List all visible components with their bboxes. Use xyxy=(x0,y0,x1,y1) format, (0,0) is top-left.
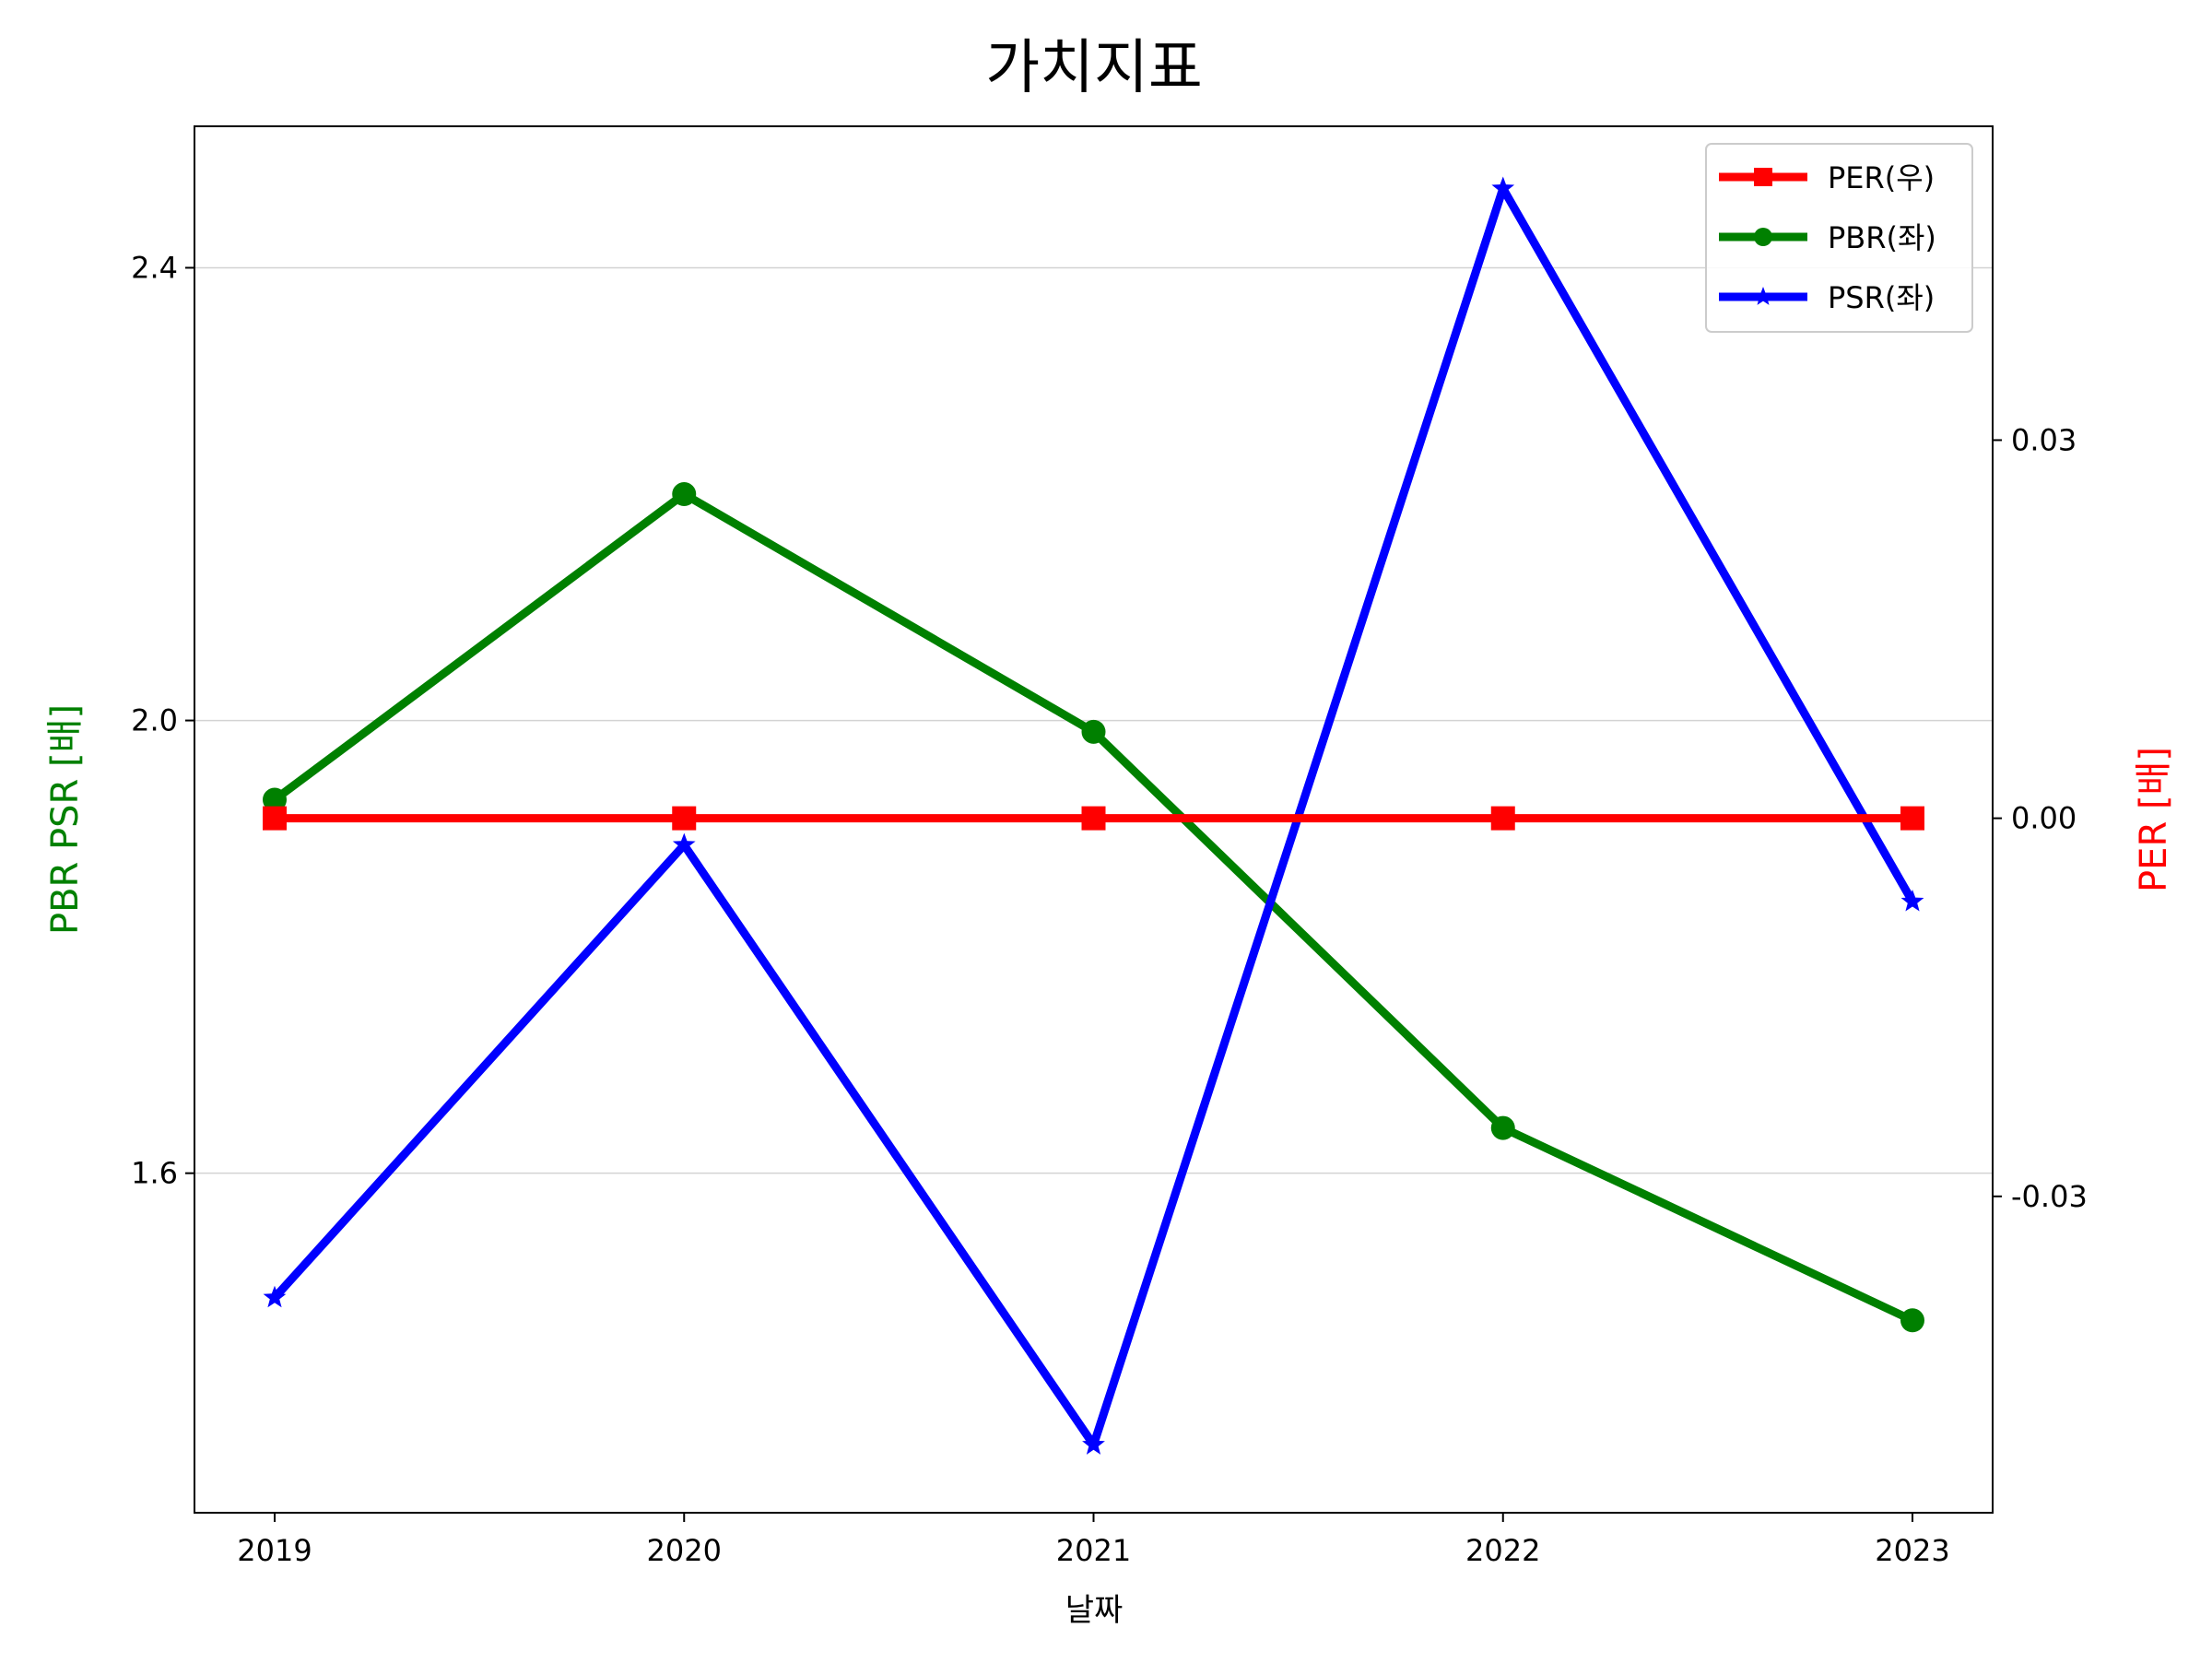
left-tick-label: 2.4 xyxy=(131,250,178,285)
right-tick-label: -0.03 xyxy=(2011,1179,2088,1214)
data-point-pbr xyxy=(1490,1115,1515,1140)
x-tick-label: 2020 xyxy=(647,1533,722,1568)
legend-marker-psr xyxy=(1753,287,1773,305)
legend-marker-pbr xyxy=(1754,228,1772,246)
x-tick-label: 2023 xyxy=(1875,1533,1949,1568)
y-axis-right-label: PER [배] xyxy=(2133,747,2175,892)
right-tick-label: 0.00 xyxy=(2011,801,2077,836)
data-point-per xyxy=(263,806,287,831)
x-axis-label: 날짜 xyxy=(1065,1592,1124,1629)
series-psr xyxy=(263,176,1924,1455)
data-point-psr xyxy=(672,832,696,855)
legend-label-psr: PSR(좌) xyxy=(1828,280,1935,315)
data-point-pbr xyxy=(263,787,287,812)
data-point-pbr xyxy=(672,482,697,507)
series-layer xyxy=(263,176,1924,1455)
x-tick-label: 2022 xyxy=(1465,1533,1540,1568)
data-point-per xyxy=(1490,806,1515,831)
x-axis-ticks: 2019 2020 2021 2022 2023 xyxy=(237,1513,1950,1568)
x-tick-label: 2019 xyxy=(237,1533,312,1568)
x-tick-label: 2021 xyxy=(1056,1533,1131,1568)
data-point-pbr xyxy=(1900,1308,1924,1333)
y-axis-left-label: PBR PSR [배] xyxy=(44,704,87,935)
legend-label-pbr: PBR(좌) xyxy=(1828,220,1936,255)
legend-marker-per xyxy=(1754,168,1772,186)
left-tick-label: 1.6 xyxy=(131,1156,178,1191)
legend: PER(우) PBR(좌) PSR(좌) xyxy=(1705,143,1973,333)
data-point-psr xyxy=(263,1285,287,1308)
data-point-per xyxy=(1081,806,1106,831)
right-tick-label: 0.03 xyxy=(2011,422,2077,457)
right-axis-ticks: -0.03 0.00 0.03 xyxy=(1993,422,2088,1214)
left-tick-label: 2.0 xyxy=(131,703,178,738)
chart-title: 가치지표 xyxy=(985,34,1203,102)
data-point-per xyxy=(672,806,697,831)
data-point-psr xyxy=(1900,890,1924,912)
series-pbr xyxy=(263,482,1924,1333)
legend-box xyxy=(1705,143,1973,333)
data-point-psr xyxy=(1082,1433,1105,1455)
left-axis-ticks: 1.6 2.0 2.4 xyxy=(131,250,194,1191)
series-per xyxy=(263,806,1924,831)
data-point-per xyxy=(1900,806,1924,831)
data-point-pbr xyxy=(1081,719,1106,744)
data-point-psr xyxy=(1491,176,1515,198)
legend-label-per: PER(우) xyxy=(1828,160,1935,195)
